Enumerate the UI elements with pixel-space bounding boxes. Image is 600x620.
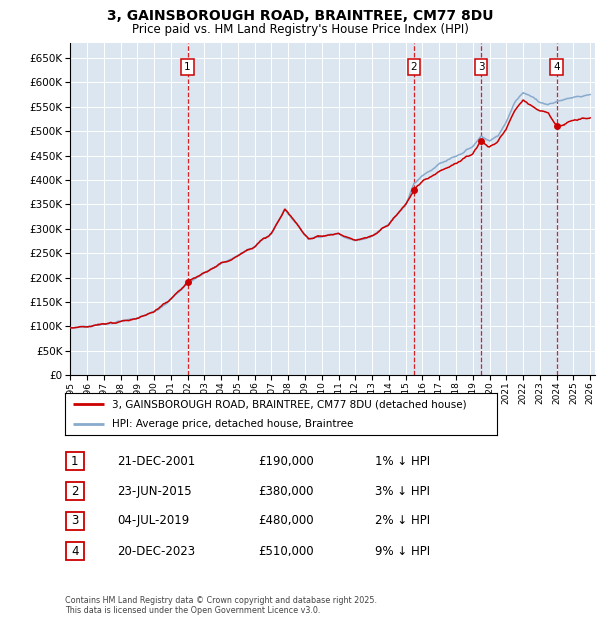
Text: 4: 4 (553, 62, 560, 72)
Text: £190,000: £190,000 (258, 455, 314, 467)
Text: 2: 2 (411, 62, 418, 72)
Text: £380,000: £380,000 (258, 485, 314, 497)
Text: 04-JUL-2019: 04-JUL-2019 (117, 515, 189, 527)
Text: 20-DEC-2023: 20-DEC-2023 (117, 545, 195, 557)
Text: Price paid vs. HM Land Registry's House Price Index (HPI): Price paid vs. HM Land Registry's House … (131, 23, 469, 36)
Text: 3, GAINSBOROUGH ROAD, BRAINTREE, CM77 8DU (detached house): 3, GAINSBOROUGH ROAD, BRAINTREE, CM77 8D… (112, 399, 467, 409)
Text: £480,000: £480,000 (258, 515, 314, 527)
Text: 2% ↓ HPI: 2% ↓ HPI (375, 515, 430, 527)
Text: HPI: Average price, detached house, Braintree: HPI: Average price, detached house, Brai… (112, 419, 353, 429)
Text: 1: 1 (184, 62, 191, 72)
Text: 3% ↓ HPI: 3% ↓ HPI (375, 485, 430, 497)
Text: Contains HM Land Registry data © Crown copyright and database right 2025.
This d: Contains HM Land Registry data © Crown c… (65, 596, 377, 615)
Text: 1% ↓ HPI: 1% ↓ HPI (375, 455, 430, 467)
Text: 3: 3 (478, 62, 484, 72)
Text: 2: 2 (71, 485, 79, 497)
Text: £510,000: £510,000 (258, 545, 314, 557)
Text: 1: 1 (71, 455, 79, 467)
Text: 21-DEC-2001: 21-DEC-2001 (117, 455, 195, 467)
Text: 3, GAINSBOROUGH ROAD, BRAINTREE, CM77 8DU: 3, GAINSBOROUGH ROAD, BRAINTREE, CM77 8D… (107, 9, 493, 24)
Text: 4: 4 (71, 545, 79, 557)
Text: 23-JUN-2015: 23-JUN-2015 (117, 485, 191, 497)
Text: 3: 3 (71, 515, 79, 527)
Text: 9% ↓ HPI: 9% ↓ HPI (375, 545, 430, 557)
